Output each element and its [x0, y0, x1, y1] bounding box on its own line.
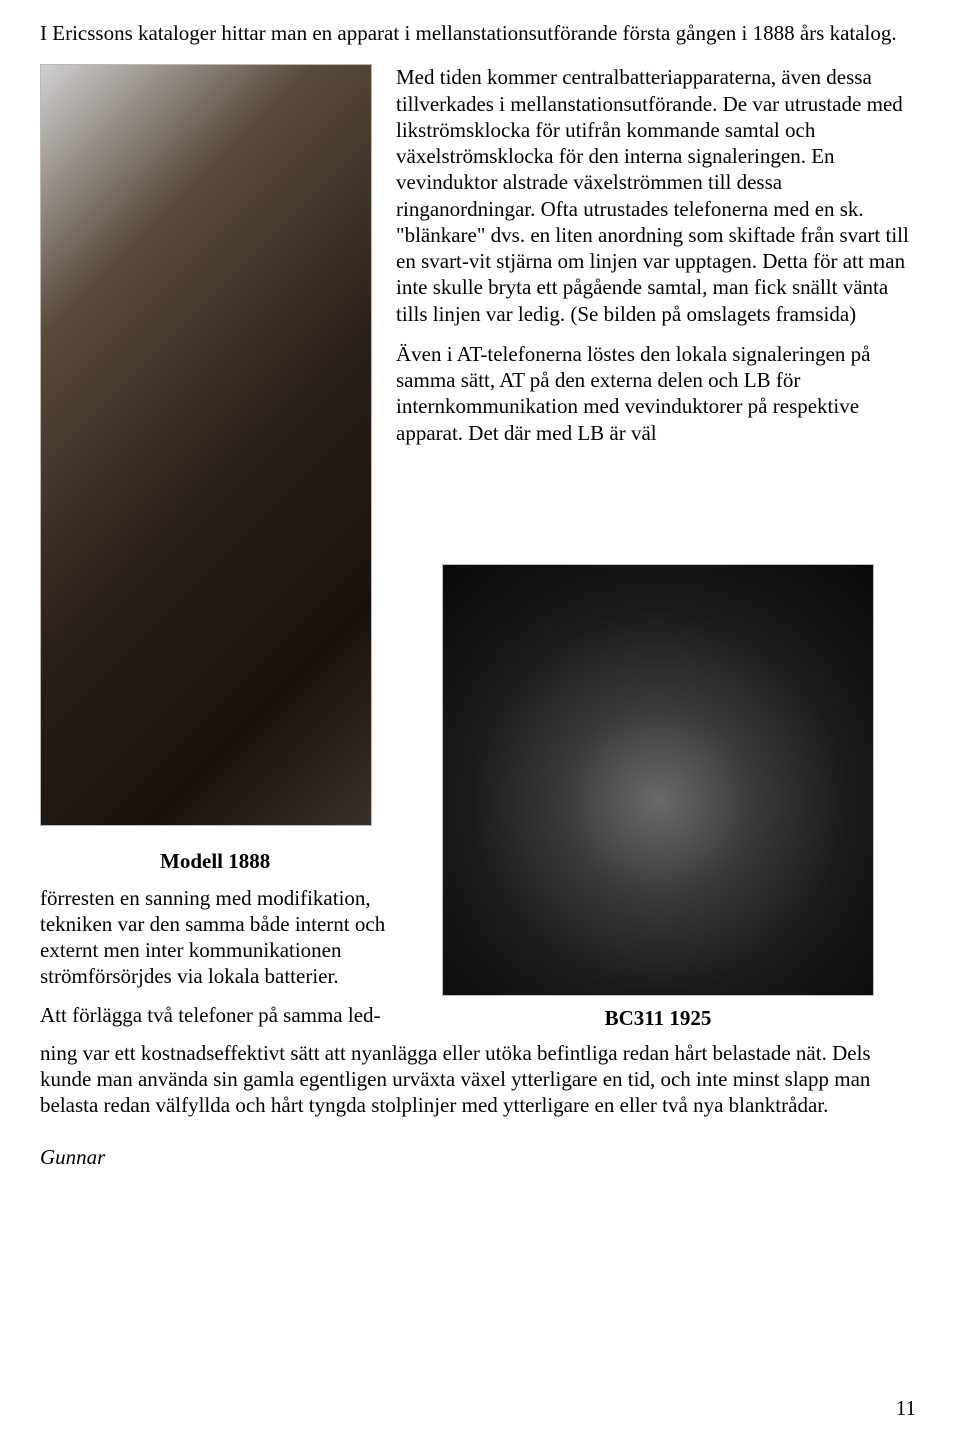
intro-paragraph: I Ericssons kataloger hittar man en appa… — [40, 20, 920, 46]
document-page: I Ericssons kataloger hittar man en appa… — [0, 0, 960, 1445]
image-modell-1888 — [40, 64, 372, 826]
paragraph-a: Med tiden kommer centralbatteriapparater… — [396, 64, 920, 327]
caption-bc311-1925: BC311 1925 — [442, 1006, 874, 1031]
paragraph-b: Även i AT-telefonerna löstes den lokala … — [396, 341, 920, 446]
author-signature: Gunnar — [40, 1145, 920, 1170]
paragraph-full-width: ning var ett kostnadseffektivt sätt att … — [40, 1040, 920, 1119]
bottom-row: Modell 1888 förresten en sanning med mod… — [40, 844, 920, 1169]
right-column-text: Med tiden kommer centralbatteriapparater… — [396, 64, 920, 460]
paragraph-left-2-lead: Att förlägga två telefoner på samma led- — [40, 1002, 420, 1028]
paragraph-left-1: förresten en sanning med modifikation, t… — [40, 885, 420, 990]
page-number: 11 — [896, 1396, 916, 1421]
left-text-block: Modell 1888 förresten en sanning med mod… — [40, 844, 420, 1040]
image-bc311-1925 — [442, 564, 874, 996]
caption-modell-1888: Modell 1888 — [160, 848, 420, 874]
image-wrap-1925: BC311 1925 — [442, 564, 874, 1031]
bottom-flex: Modell 1888 förresten en sanning med mod… — [40, 844, 920, 1040]
